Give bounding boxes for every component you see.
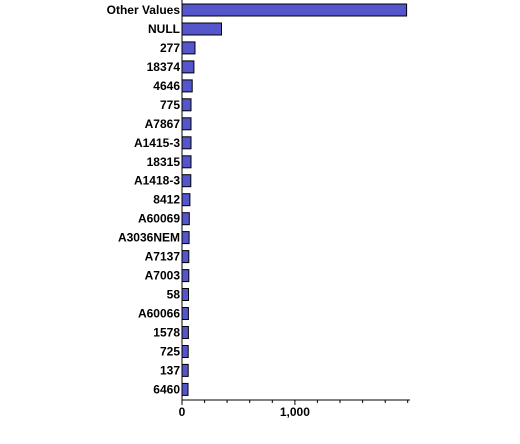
category-label: A7137 — [145, 250, 181, 264]
bar — [182, 23, 222, 35]
category-label: A60069 — [138, 212, 180, 226]
bar — [182, 118, 191, 130]
bar — [182, 270, 189, 282]
bar — [182, 42, 195, 54]
bar — [182, 383, 188, 395]
bar — [182, 364, 188, 376]
bar — [182, 80, 192, 92]
category-label: A1418-3 — [134, 174, 180, 188]
category-label: 725 — [160, 345, 180, 359]
x-tick-label: 0 — [179, 405, 186, 419]
x-tick-label: 1,000 — [280, 405, 310, 419]
category-label: 58 — [167, 288, 181, 302]
category-label: 18374 — [147, 60, 181, 74]
category-label: A60066 — [138, 307, 180, 321]
category-label: Other Values — [107, 3, 181, 17]
bar — [182, 327, 188, 339]
category-label: 277 — [160, 41, 180, 55]
bar — [182, 289, 189, 301]
category-label: 775 — [160, 98, 180, 112]
bar — [182, 99, 191, 111]
bar — [182, 213, 189, 225]
category-label: A3036NEM — [118, 231, 180, 245]
bar — [182, 137, 191, 149]
category-label: 6460 — [153, 382, 180, 396]
bar — [182, 346, 188, 358]
category-labels-group: Other Values NULL 277 18374 4646 775 A7867 A141… — [107, 3, 181, 396]
bar — [182, 232, 189, 244]
x-ticks-group: 0 1,000 — [179, 400, 408, 419]
category-label: A7003 — [145, 269, 181, 283]
category-label: 1578 — [153, 326, 180, 340]
bar — [182, 175, 191, 187]
bar — [182, 156, 191, 168]
bars-group — [182, 4, 407, 395]
bar — [182, 251, 189, 263]
category-label: 18315 — [147, 155, 181, 169]
category-label: A1415-3 — [134, 136, 180, 150]
category-label: 8412 — [153, 193, 180, 207]
category-label: 137 — [160, 363, 180, 377]
bar — [182, 308, 188, 320]
bar — [182, 194, 190, 206]
category-label: 4646 — [153, 79, 180, 93]
bar — [182, 61, 194, 73]
category-label: A7867 — [145, 117, 181, 131]
bar — [182, 4, 407, 16]
category-label: NULL — [148, 22, 180, 36]
